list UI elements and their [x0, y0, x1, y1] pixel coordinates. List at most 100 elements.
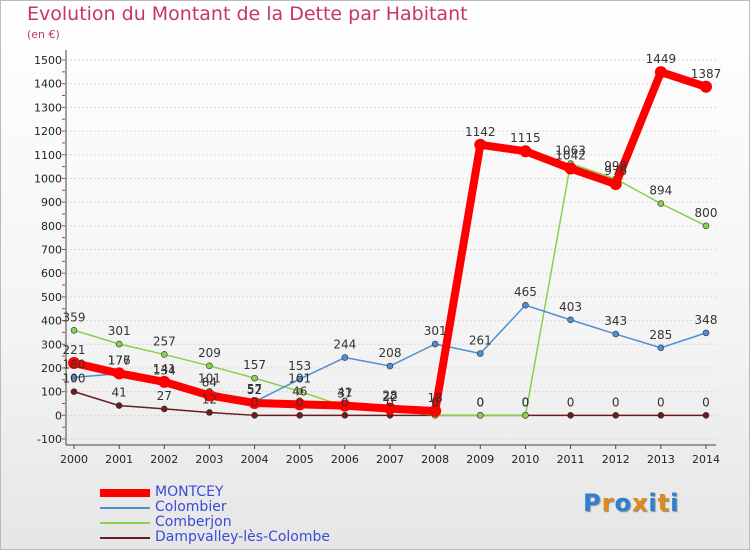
data-label: 221	[63, 343, 86, 357]
data-point	[476, 350, 484, 357]
y-tick-label: 100	[41, 386, 62, 399]
data-label: 153	[288, 359, 311, 373]
logo-letter: i	[670, 489, 680, 517]
data-label: 465	[514, 285, 537, 299]
data-point	[612, 330, 620, 338]
y-tick-label: 800	[41, 220, 62, 233]
data-label: 301	[108, 324, 131, 338]
data-point	[702, 412, 710, 419]
y-tick-label: 1000	[34, 172, 62, 185]
x-tick-label: 2014	[692, 453, 720, 466]
data-label: 348	[695, 313, 718, 327]
data-label: 359	[63, 310, 86, 324]
data-label: 257	[153, 334, 176, 348]
data-label: 46	[292, 384, 307, 398]
x-tick-label: 2012	[602, 453, 630, 466]
y-tick-label: 1100	[34, 149, 62, 162]
y-tick-label: 1200	[34, 125, 62, 138]
x-tick-label: 2005	[286, 453, 314, 466]
y-tick-label: 400	[41, 315, 62, 328]
series-line	[73, 68, 708, 416]
x-tick-label: 2001	[105, 453, 133, 466]
data-point	[115, 340, 123, 348]
data-point	[476, 412, 484, 419]
data-label: 52	[247, 383, 262, 397]
data-point	[70, 374, 78, 381]
chart-subtitle: (en €)	[27, 28, 60, 41]
logo-letter: t	[657, 489, 671, 517]
data-point	[657, 412, 665, 419]
y-tick-label: 600	[41, 267, 62, 280]
data-point	[341, 354, 349, 361]
data-point	[657, 344, 665, 352]
x-tick-label: 2006	[331, 453, 359, 466]
data-label: 18	[428, 391, 443, 405]
data-point	[384, 402, 396, 415]
data-point	[68, 356, 80, 369]
data-label: 1063	[555, 144, 586, 158]
legend-swatch	[100, 522, 150, 524]
data-label: 0	[567, 395, 575, 409]
data-label: 894	[649, 184, 672, 198]
data-point	[296, 388, 304, 395]
x-tick-label: 2013	[647, 453, 675, 466]
x-tick-label: 2000	[60, 453, 88, 466]
data-label: 0	[702, 395, 710, 409]
data-label: 0	[296, 395, 304, 409]
logo-letter: o	[614, 489, 632, 517]
data-label: 27	[157, 389, 172, 403]
data-label: 12	[202, 392, 217, 406]
data-point	[251, 374, 258, 382]
data-point	[612, 412, 620, 419]
data-label: 100	[63, 372, 86, 386]
legend-swatch	[100, 507, 150, 509]
data-label: 1142	[465, 125, 496, 139]
data-label: 0	[431, 395, 439, 409]
data-label: 0	[522, 395, 530, 409]
data-point	[654, 66, 667, 79]
data-label: 41	[337, 386, 352, 400]
data-label: 976	[604, 164, 627, 178]
data-point	[206, 409, 213, 416]
data-point	[296, 412, 304, 419]
x-tick-label: 2009	[466, 453, 494, 466]
data-label: 177	[108, 353, 131, 367]
data-label: 0	[522, 395, 530, 409]
data-point	[251, 412, 258, 419]
x-tick-label: 2007	[376, 453, 404, 466]
data-label: 101	[198, 371, 221, 385]
data-label: 301	[424, 324, 447, 338]
legend-label: Dampvalley-lès-Colombe	[155, 529, 331, 545]
y-tick-label: 700	[41, 244, 62, 257]
data-label: 998	[604, 159, 627, 173]
data-label: 0	[657, 395, 665, 409]
data-label: 800	[695, 206, 718, 220]
data-label: 0	[386, 395, 394, 409]
y-tick-label: 500	[41, 291, 62, 304]
x-tick-label: 2011	[557, 453, 585, 466]
data-label: 28	[382, 389, 397, 403]
data-label: 343	[604, 314, 627, 328]
data-label: 57	[247, 382, 262, 396]
proxiti-logo: Proxiti	[583, 489, 679, 517]
legend-swatch	[100, 489, 150, 497]
data-point	[474, 138, 487, 151]
legend-swatch	[100, 537, 150, 539]
data-point	[522, 301, 529, 309]
data-label: 37	[337, 387, 352, 401]
data-label: 285	[649, 328, 672, 342]
data-point	[70, 326, 78, 334]
data-point	[293, 398, 306, 411]
data-point	[115, 402, 123, 409]
data-point	[431, 340, 439, 348]
data-point	[564, 162, 577, 175]
data-point	[519, 145, 532, 158]
data-point	[160, 351, 168, 358]
logo-letter: x	[631, 489, 649, 517]
data-point	[700, 80, 712, 93]
data-label: 0	[476, 395, 484, 409]
data-point	[338, 399, 351, 412]
data-point	[386, 362, 394, 370]
data-label: 403	[559, 300, 582, 314]
